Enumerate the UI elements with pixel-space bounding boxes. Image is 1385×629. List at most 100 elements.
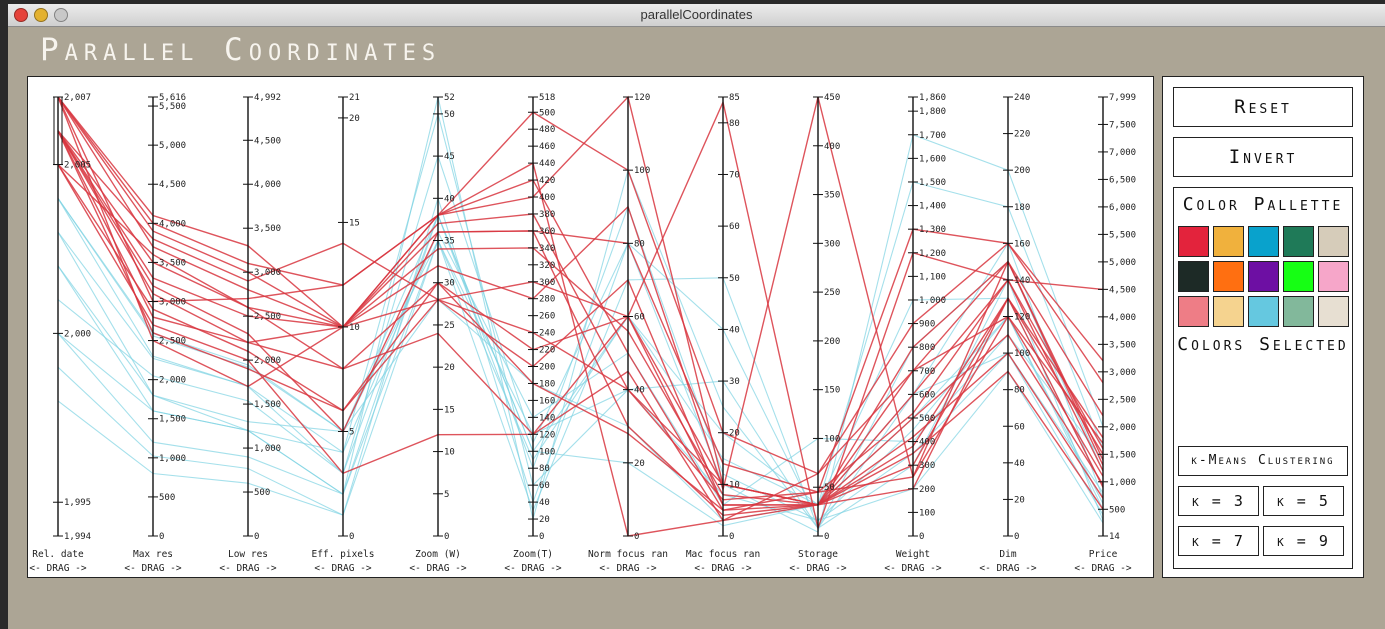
axis-tick-label: 7,999 bbox=[1109, 93, 1136, 103]
axis-tick-label: 60 bbox=[539, 481, 550, 491]
color-swatch[interactable] bbox=[1248, 226, 1279, 257]
color-swatch[interactable] bbox=[1248, 261, 1279, 292]
axis-drag-handle[interactable]: <- DRAG -> bbox=[599, 563, 656, 574]
axis-tick-label: 2,000 bbox=[64, 329, 91, 339]
record-line-selected bbox=[57, 99, 1104, 531]
axis-tick-label: 240 bbox=[1014, 93, 1030, 103]
color-swatch[interactable] bbox=[1178, 296, 1209, 327]
axis-drag-handle[interactable]: <- DRAG -> bbox=[1074, 563, 1131, 574]
axis-tick-label: 1,994 bbox=[64, 532, 91, 542]
close-window-button[interactable] bbox=[14, 8, 28, 22]
axis-tick-label: 500 bbox=[159, 493, 175, 503]
axis-tick-label: 100 bbox=[634, 166, 650, 176]
invert-button[interactable]: Invert bbox=[1173, 137, 1353, 177]
axis-label: Norm focus ran bbox=[588, 549, 668, 560]
color-swatch[interactable] bbox=[1283, 261, 1314, 292]
axis-tick-label: 10 bbox=[729, 480, 740, 490]
axis-tick-label: 220 bbox=[539, 346, 555, 356]
color-swatch[interactable] bbox=[1283, 296, 1314, 327]
color-swatch[interactable] bbox=[1318, 261, 1349, 292]
color-swatch[interactable] bbox=[1178, 261, 1209, 292]
axis-tick-label: 60 bbox=[729, 222, 740, 232]
color-swatch[interactable] bbox=[1178, 226, 1209, 257]
axis-tick-label: 0 bbox=[729, 532, 734, 542]
axis-tick-label: 3,000 bbox=[254, 268, 281, 278]
axis-drag-handle[interactable]: <- DRAG -> bbox=[219, 563, 276, 574]
k5-button[interactable]: k = 5 bbox=[1263, 486, 1344, 516]
axis-tick-label: 600 bbox=[919, 390, 935, 400]
brush-layer bbox=[53, 96, 63, 166]
axis-tick-label: 2,500 bbox=[159, 337, 186, 347]
minimize-window-button[interactable] bbox=[34, 8, 48, 22]
axis-tick-label: 180 bbox=[539, 379, 555, 389]
axis-drag-handle[interactable]: <- DRAG -> bbox=[884, 563, 941, 574]
color-swatch[interactable] bbox=[1213, 296, 1244, 327]
axis-tick-label: 800 bbox=[919, 343, 935, 353]
parallel-coordinates-panel: 1,994 1,995 2,000 2,005 2,007 0 500 1,000 1,500 2… bbox=[27, 76, 1154, 578]
axis-drag-handle[interactable]: <- DRAG -> bbox=[29, 563, 86, 574]
color-swatch[interactable] bbox=[1318, 226, 1349, 257]
axis-tick-label: 150 bbox=[824, 386, 840, 396]
axis-tick-label: 500 bbox=[919, 414, 935, 424]
axis-tick-label: 280 bbox=[539, 295, 555, 305]
axis-label: Rel. date bbox=[32, 549, 84, 560]
axis-tick-label: 15 bbox=[444, 405, 455, 415]
axis-tick-label: 20 bbox=[1014, 495, 1025, 505]
axis-tick-label: 35 bbox=[444, 237, 455, 247]
axis-tick-label: 5 bbox=[444, 490, 449, 500]
k3-button[interactable]: k = 3 bbox=[1178, 486, 1259, 516]
axis-tick-label: 350 bbox=[824, 191, 840, 201]
color-swatch[interactable] bbox=[1213, 261, 1244, 292]
k9-button[interactable]: k = 9 bbox=[1263, 526, 1344, 556]
k7-button[interactable]: k = 7 bbox=[1178, 526, 1259, 556]
color-swatch[interactable] bbox=[1318, 296, 1349, 327]
app-window: parallelCoordinates Parallel Coordinates… bbox=[8, 4, 1385, 629]
axis-tick-label: 100 bbox=[919, 508, 935, 518]
axis-tick-label: 200 bbox=[824, 337, 840, 347]
axis-brush[interactable] bbox=[53, 96, 63, 166]
axis-tick-label: 7,000 bbox=[1109, 148, 1136, 158]
axis-drag-handle[interactable]: <- DRAG -> bbox=[789, 563, 846, 574]
axis-tick-label: 400 bbox=[919, 438, 935, 448]
color-swatch[interactable] bbox=[1283, 226, 1314, 257]
axis-tick-label: 4,992 bbox=[254, 93, 281, 103]
axis-drag-handle[interactable]: <- DRAG -> bbox=[124, 563, 181, 574]
axis-tick-label: 0 bbox=[254, 532, 259, 542]
record-line-selected bbox=[57, 164, 1104, 511]
axis-tick-label: 1,600 bbox=[919, 154, 946, 164]
record-line-selected bbox=[57, 163, 1104, 506]
axis-tick-label: 5,000 bbox=[1109, 258, 1136, 268]
axis-tick-label: 3,000 bbox=[1109, 368, 1136, 378]
axis-tick-label: 5,500 bbox=[1109, 230, 1136, 240]
axis-drag-handle[interactable]: <- DRAG -> bbox=[694, 563, 751, 574]
axis-tick-label: 100 bbox=[539, 447, 555, 457]
axis-drag-handle[interactable]: <- DRAG -> bbox=[504, 563, 561, 574]
axis-tick-label: 500 bbox=[539, 108, 555, 118]
axis-tick-label: 3,500 bbox=[159, 258, 186, 268]
record-line-selected bbox=[57, 130, 1104, 506]
axis-tick-label: 300 bbox=[919, 461, 935, 471]
axis-tick-label: 2,005 bbox=[64, 161, 91, 171]
axis-tick-label: 160 bbox=[539, 396, 555, 406]
reset-button[interactable]: Reset bbox=[1173, 87, 1353, 127]
color-swatch[interactable] bbox=[1248, 296, 1279, 327]
axis-drag-handle[interactable]: <- DRAG -> bbox=[314, 563, 371, 574]
axis-tick-label: 500 bbox=[254, 488, 270, 498]
record-line-selected bbox=[57, 95, 1104, 506]
kmeans-clustering-button[interactable]: k-Means Clustering bbox=[1178, 446, 1348, 476]
axis-tick-label: 60 bbox=[634, 313, 645, 323]
axis-tick-label: 4,000 bbox=[254, 180, 281, 190]
axis-tick-label: 50 bbox=[729, 274, 740, 284]
axis-tick-label: 1,800 bbox=[919, 107, 946, 117]
axis-tick-label: 0 bbox=[159, 532, 164, 542]
axis-tick-label: 60 bbox=[1014, 422, 1025, 432]
color-swatch[interactable] bbox=[1213, 226, 1244, 257]
axis-tick-label: 21 bbox=[349, 93, 360, 103]
axis-tick-label: 5,616 bbox=[159, 93, 186, 103]
axis-tick-label: 2,500 bbox=[1109, 395, 1136, 405]
axis-tick-label: 450 bbox=[824, 93, 840, 103]
axis-drag-handle[interactable]: <- DRAG -> bbox=[409, 563, 466, 574]
axis-drag-handle[interactable]: <- DRAG -> bbox=[979, 563, 1036, 574]
zoom-window-button[interactable] bbox=[54, 8, 68, 22]
axis-tick-label: 1,500 bbox=[1109, 450, 1136, 460]
